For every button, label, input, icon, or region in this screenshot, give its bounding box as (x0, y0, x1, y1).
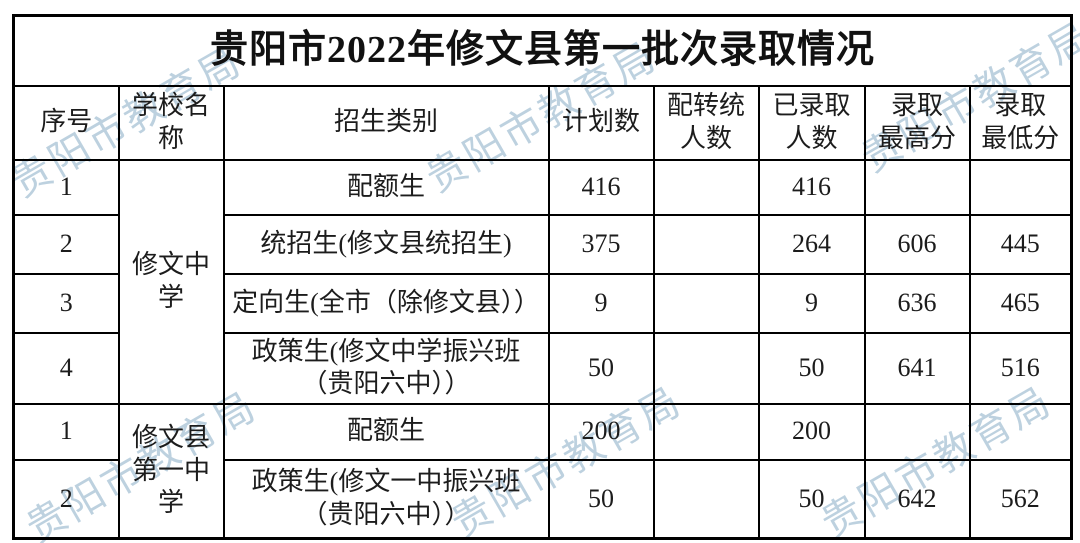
admitted-count-cell: 416 (757, 158, 866, 216)
admitted-count-cell: 200 (757, 402, 866, 461)
plan-count-cell: 9 (547, 272, 655, 334)
min-score-cell: 445 (968, 213, 1073, 275)
category-cell: 统招生(修文县统招生) (222, 213, 550, 275)
table-row: 4 政策生(修文中学振兴班 （贵阳六中）） 50 50 641 516 (12, 331, 1073, 405)
max-score-cell (863, 402, 971, 461)
header-max-score: 录取 最高分 (863, 84, 971, 161)
min-score-cell (968, 158, 1073, 216)
admitted-count-cell: 9 (757, 272, 866, 334)
header-serial: 序号 (12, 84, 120, 161)
transfer-count-cell (652, 402, 760, 461)
plan-count-cell: 50 (547, 458, 655, 540)
max-score-cell: 641 (863, 331, 971, 405)
table-row: 2 统招生(修文县统招生) 375 264 606 445 (12, 213, 1073, 275)
table-row: 1 修文县 第一中 学 配额生 200 200 (12, 402, 1073, 540)
category-cell: 定向生(全市（除修文县）） (222, 272, 550, 334)
plan-count-cell: 375 (547, 213, 655, 275)
max-score-cell (863, 158, 971, 216)
header-school-name: 学校名 称 (117, 84, 225, 161)
serial-cell: 1 (12, 402, 120, 461)
category-cell: 配额生 (222, 402, 550, 461)
table-row: 1 修文中 学 配额生 416 416 (12, 158, 1073, 405)
transfer-count-cell (652, 458, 760, 540)
transfer-count-cell (652, 213, 760, 275)
plan-count-cell: 416 (547, 158, 655, 216)
serial-cell: 2 (12, 458, 120, 540)
header-category: 招生类别 (222, 84, 550, 161)
min-score-cell: 562 (968, 458, 1073, 540)
transfer-count-cell (652, 272, 760, 334)
category-cell: 政策生(修文中学振兴班 （贵阳六中）） (222, 331, 550, 405)
table-row: 3 定向生(全市（除修文县）） 9 9 636 465 (12, 272, 1073, 334)
page-title: 贵阳市2022年修文县第一批次录取情况 (12, 14, 1073, 87)
max-score-cell: 642 (863, 458, 971, 540)
transfer-count-cell (652, 331, 760, 405)
header-min-score: 录取 最低分 (968, 84, 1073, 161)
school-name-cell: 修文县 第一中 学 (117, 402, 225, 540)
serial-cell: 3 (12, 272, 120, 334)
plan-count-cell: 200 (547, 402, 655, 461)
min-score-cell: 516 (968, 331, 1073, 405)
table-row: 2 政策生(修文一中振兴班 （贵阳六中）） 50 50 642 562 (12, 458, 1073, 540)
plan-count-cell: 50 (547, 331, 655, 405)
category-cell: 政策生(修文一中振兴班 （贵阳六中）） (222, 458, 550, 540)
min-score-cell: 465 (968, 272, 1073, 334)
header-plan-count: 计划数 (547, 84, 655, 161)
transfer-count-cell (652, 158, 760, 216)
admission-results-table: 贵阳市2022年修文县第一批次录取情况 序号 学校名 称 招生类别 计划数 配转… (12, 14, 1074, 540)
serial-cell: 1 (12, 158, 120, 216)
min-score-cell (968, 402, 1073, 461)
admitted-count-cell: 264 (757, 213, 866, 275)
serial-cell: 4 (12, 331, 120, 405)
serial-cell: 2 (12, 213, 120, 275)
school-name-cell: 修文中 学 (117, 158, 225, 405)
header-transfer-count: 配转统 人数 (652, 84, 760, 161)
admitted-count-cell: 50 (757, 331, 866, 405)
header-admitted-count: 已录取 人数 (757, 84, 866, 161)
admitted-count-cell: 50 (757, 458, 866, 540)
category-cell: 配额生 (222, 158, 550, 216)
max-score-cell: 636 (863, 272, 971, 334)
max-score-cell: 606 (863, 213, 971, 275)
